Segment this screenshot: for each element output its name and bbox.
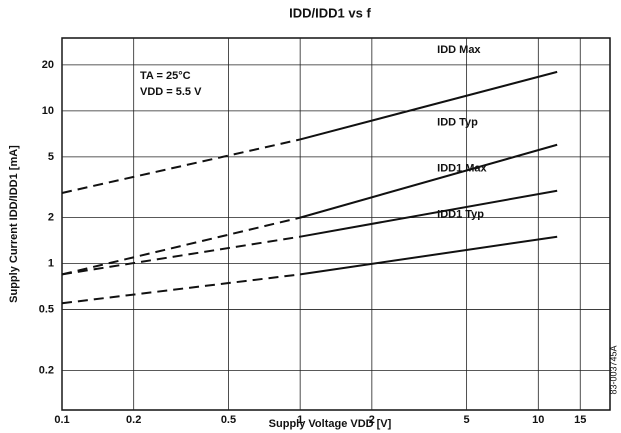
annotation: VDD = 5.5 V bbox=[140, 86, 202, 98]
x-tick-label: 0.2 bbox=[126, 414, 141, 426]
y-tick-label: 0.5 bbox=[39, 303, 54, 315]
y-tick-label: 1 bbox=[48, 258, 54, 270]
x-tick-label: 0.1 bbox=[54, 414, 69, 426]
x-tick-label: 15 bbox=[574, 414, 586, 426]
series-label: IDD1 Typ bbox=[437, 209, 484, 221]
series-label: IDD Typ bbox=[437, 117, 478, 129]
series-label: IDD1 Max bbox=[437, 163, 487, 175]
y-tick-label: 10 bbox=[42, 105, 54, 117]
series-line bbox=[300, 235, 558, 276]
x-tick-label: 10 bbox=[532, 414, 544, 426]
y-tick-label: 5 bbox=[48, 151, 54, 163]
series-line bbox=[61, 138, 301, 194]
side-code: 83-003745A bbox=[608, 345, 618, 394]
series-line bbox=[299, 189, 558, 238]
annotation: TA = 25°C bbox=[140, 70, 191, 82]
y-tick-label: 2 bbox=[48, 212, 54, 224]
y-tick-label: 0.2 bbox=[39, 364, 54, 376]
x-tick-label: 2 bbox=[369, 414, 375, 426]
x-axis-label: Supply Voltage VDD [V] bbox=[269, 418, 392, 430]
y-tick-label: 20 bbox=[42, 59, 54, 71]
series-line bbox=[299, 143, 558, 219]
series-label: IDD Max bbox=[437, 44, 481, 56]
x-tick-label: 1 bbox=[297, 414, 303, 426]
x-tick-label: 0.5 bbox=[221, 414, 236, 426]
x-tick-label: 5 bbox=[464, 414, 470, 426]
series-line bbox=[61, 216, 301, 276]
y-axis-label: Supply Current IDD/IDD1 [mA] bbox=[8, 145, 20, 303]
series-line bbox=[61, 235, 301, 276]
chart-title: IDD/IDD1 vs f bbox=[289, 5, 371, 20]
series-line bbox=[299, 70, 558, 141]
series-line bbox=[61, 273, 301, 305]
